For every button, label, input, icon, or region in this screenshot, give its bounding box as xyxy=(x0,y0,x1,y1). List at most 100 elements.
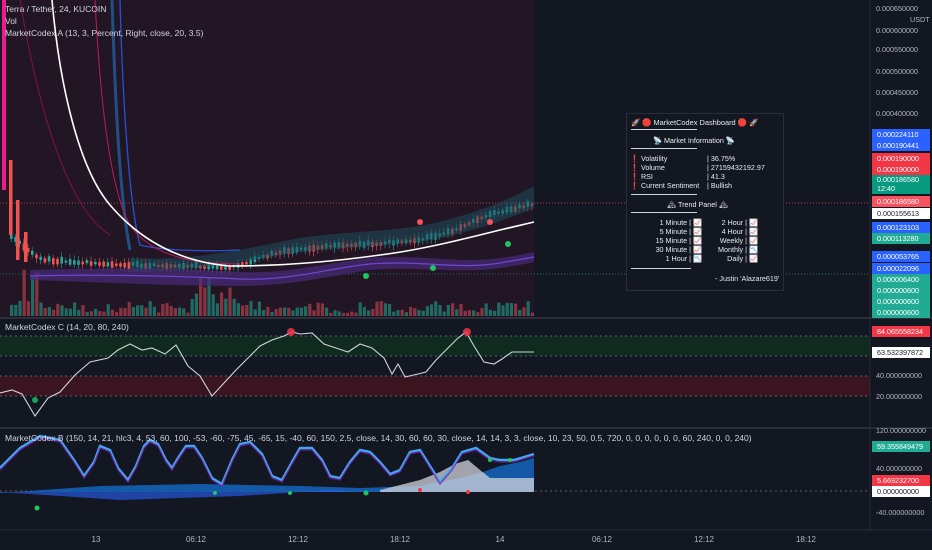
volume-bar xyxy=(228,287,232,316)
time-tick: 18:12 xyxy=(389,535,411,544)
volatility-value: | 36.75% xyxy=(707,154,736,163)
trend-30m: 30 Minute | xyxy=(655,245,691,254)
volume-bar xyxy=(509,302,513,316)
trend-5m-icon: 📈 xyxy=(693,227,702,236)
volume-bar xyxy=(505,302,509,316)
price-tag: 0.000190000 xyxy=(872,153,930,164)
candle xyxy=(26,248,30,253)
volume-bar xyxy=(446,304,450,316)
volume-bar xyxy=(186,312,190,316)
candle xyxy=(39,256,42,260)
volume-bar xyxy=(278,307,282,316)
volume-bar xyxy=(413,308,417,316)
time-tick: 13 xyxy=(91,535,101,544)
volume-bar xyxy=(472,310,476,316)
indicator-b-legend[interactable]: MarketCodex B (150, 14, 21, hlc3, 4, 53,… xyxy=(5,433,752,443)
volume-bar xyxy=(18,300,22,316)
volume-bar xyxy=(157,312,161,316)
candle xyxy=(106,262,110,267)
candle xyxy=(73,260,76,265)
volume-bar xyxy=(203,287,207,316)
volume-bar xyxy=(10,304,14,316)
candle xyxy=(127,262,131,269)
rsi-value: | 41.3 xyxy=(707,172,725,181)
symbol-title[interactable]: Terra / Tether, 24, KUCOIN xyxy=(5,4,107,14)
candle xyxy=(123,262,126,268)
magenta-descending-line xyxy=(94,0,241,265)
pane-c-axis[interactable]: 84.065558234 63.532397872 40.000000000 2… xyxy=(870,318,932,428)
pane-b-tick: 120.000000000 xyxy=(876,426,926,435)
volume-bar xyxy=(211,294,215,316)
candle xyxy=(77,260,80,265)
volume-bar xyxy=(451,303,455,316)
volume-legend[interactable]: Vol xyxy=(5,16,17,26)
volume-bar xyxy=(312,310,316,316)
volume-bar xyxy=(354,312,358,316)
overbought-zone xyxy=(0,336,870,356)
volume-bar xyxy=(400,309,404,316)
pane-b-tick: 40.000000000 xyxy=(876,464,922,473)
last-price-value: 0.000186580 xyxy=(877,175,919,184)
trend-30m-icon: 📈 xyxy=(693,245,702,254)
sentiment-value: | Bullish xyxy=(707,181,733,190)
volume-bar xyxy=(35,272,39,316)
magenta-candle xyxy=(2,0,6,190)
price-tag: 0.000190441 xyxy=(872,140,930,151)
price-tick: 0.000450000 xyxy=(876,88,918,97)
candle xyxy=(249,258,252,265)
time-tick: 18:12 xyxy=(795,535,817,544)
trend-15m: 15 Minute | xyxy=(655,236,691,245)
volume-bars xyxy=(10,269,534,316)
volume-bar xyxy=(173,308,177,316)
price-tag: 0.000186580 xyxy=(872,196,930,207)
time-axis[interactable]: 13 06:12 12:12 18:12 14 06:12 12:12 18:1… xyxy=(0,530,870,550)
candle xyxy=(10,234,13,239)
candle xyxy=(115,263,118,266)
volume-bar xyxy=(463,310,467,316)
candle xyxy=(89,261,93,266)
indicator-a-legend[interactable]: MarketCodex A (13, 3, Percent, Right, cl… xyxy=(5,28,204,38)
volume-bar xyxy=(22,269,26,316)
volume-bar xyxy=(224,298,228,316)
time-tick: 06:12 xyxy=(591,535,613,544)
volume-bar xyxy=(514,303,518,316)
price-tick: 0.000400000 xyxy=(876,109,918,118)
trend-2h: 2 Hour | xyxy=(721,218,747,227)
trend-daily-icon: 📈 xyxy=(749,254,758,263)
volume-bar xyxy=(404,312,408,316)
price-tag: 0.000190000 xyxy=(872,164,930,175)
trend-15m-icon: 📈 xyxy=(693,236,702,245)
volume-bar xyxy=(194,293,198,316)
volume-bar xyxy=(102,311,106,316)
pane-b-axis[interactable]: 120.000000000 59.355849479 40.000000000 … xyxy=(870,426,932,530)
candle xyxy=(85,260,89,264)
pane-c-tick: 20.000000000 xyxy=(876,392,922,401)
volume-bar xyxy=(85,312,89,316)
trend-4h: 4 Hour | xyxy=(721,227,747,236)
volume-bar xyxy=(388,304,392,316)
volume-bar xyxy=(341,312,345,316)
volume-bar xyxy=(526,301,530,316)
volume-bar xyxy=(325,307,329,316)
volume-bar xyxy=(190,299,194,316)
volume-bar xyxy=(484,303,488,316)
price-tag: 0.000123103 xyxy=(872,222,930,233)
pane-c-tick: 40.000000000 xyxy=(876,371,922,380)
price-tag: 0.000022096 xyxy=(872,263,930,274)
indicator-c-legend[interactable]: MarketCodex C (14, 20, 80, 240) xyxy=(5,322,129,332)
dashboard-author: - Justin 'Alazare619' xyxy=(715,274,780,283)
sell-signal-dot xyxy=(487,219,493,225)
volume-bar xyxy=(295,307,299,316)
candle xyxy=(9,160,13,235)
volume-bar xyxy=(455,309,459,316)
volume-bar xyxy=(316,302,320,316)
candle xyxy=(35,254,38,259)
candle xyxy=(94,262,97,265)
marketcodex-dashboard[interactable]: 🚀 🛑 MarketCodex Dashboard 🛑 🚀 📡 Market I… xyxy=(626,113,784,291)
volume-label: ❗ Volume xyxy=(630,163,665,172)
volume-bar xyxy=(425,306,429,316)
volume-bar xyxy=(47,307,51,316)
volume-bar xyxy=(442,311,446,316)
price-axis[interactable]: 0.000650000 USDT 0.000600000 0.000550000… xyxy=(870,0,932,318)
